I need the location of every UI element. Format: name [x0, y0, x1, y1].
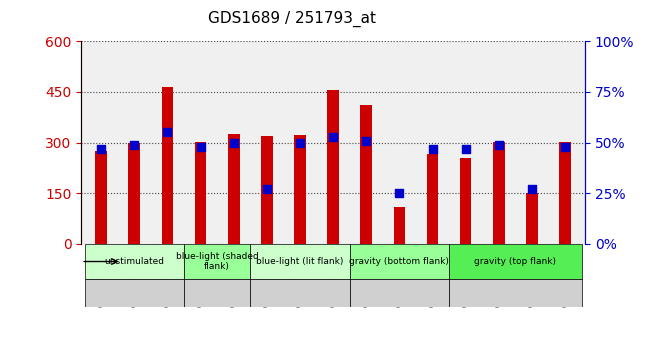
- Point: [460, 146, 471, 151]
- Bar: [394, 207, 405, 244]
- Point: [162, 130, 173, 135]
- FancyBboxPatch shape: [184, 244, 250, 279]
- Bar: [361, 106, 372, 244]
- FancyBboxPatch shape: [84, 279, 184, 307]
- Point: [262, 186, 272, 192]
- Bar: [427, 155, 438, 244]
- Point: [560, 144, 570, 149]
- Bar: [228, 134, 239, 244]
- Bar: [460, 158, 471, 244]
- Bar: [328, 90, 339, 244]
- Text: GDS1689 / 251793_at: GDS1689 / 251793_at: [209, 10, 376, 27]
- Point: [394, 190, 404, 196]
- FancyBboxPatch shape: [250, 279, 350, 307]
- FancyBboxPatch shape: [250, 244, 350, 279]
- FancyBboxPatch shape: [350, 279, 449, 307]
- Bar: [96, 151, 107, 244]
- FancyBboxPatch shape: [350, 244, 449, 279]
- Bar: [493, 142, 504, 244]
- Bar: [129, 142, 140, 244]
- Text: blue-light (lit flank): blue-light (lit flank): [256, 257, 344, 266]
- Text: blue-light (shaded
flank): blue-light (shaded flank): [176, 252, 259, 271]
- Point: [129, 142, 140, 147]
- Point: [328, 134, 338, 139]
- FancyBboxPatch shape: [84, 244, 184, 279]
- Point: [196, 144, 206, 149]
- Text: unstimulated: unstimulated: [104, 257, 164, 266]
- Bar: [261, 136, 272, 244]
- Point: [526, 186, 537, 192]
- FancyBboxPatch shape: [449, 279, 582, 307]
- Text: gravity (bottom flank): gravity (bottom flank): [350, 257, 449, 266]
- Point: [229, 140, 239, 145]
- Point: [295, 140, 306, 145]
- Point: [427, 146, 437, 151]
- Bar: [162, 87, 173, 244]
- FancyBboxPatch shape: [449, 244, 582, 279]
- Point: [361, 138, 371, 143]
- Point: [96, 146, 107, 151]
- Bar: [195, 142, 206, 244]
- Bar: [294, 135, 305, 244]
- Point: [493, 142, 504, 147]
- Bar: [559, 142, 571, 244]
- FancyBboxPatch shape: [184, 279, 250, 307]
- Bar: [526, 193, 538, 244]
- Text: gravity (top flank): gravity (top flank): [474, 257, 556, 266]
